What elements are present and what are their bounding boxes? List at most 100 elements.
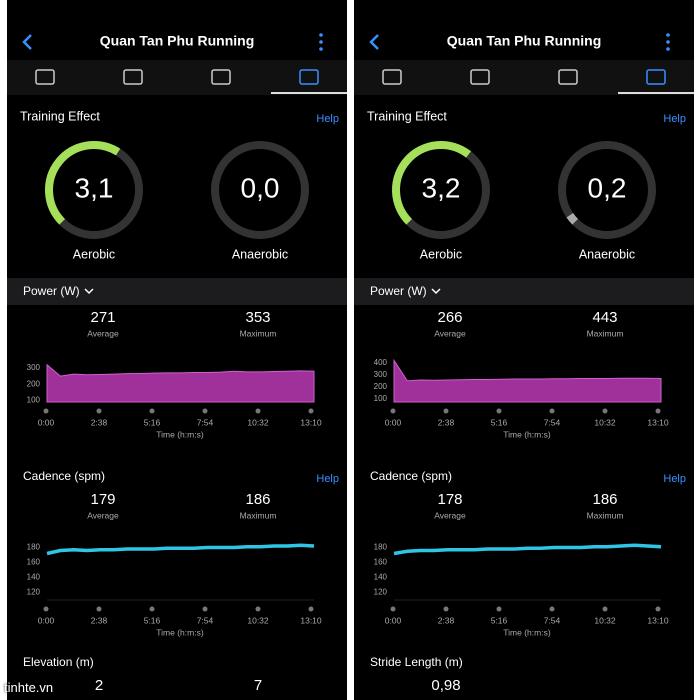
x-tick	[496, 408, 502, 414]
section-title: Elevation (m)	[23, 655, 94, 669]
stat-value: 443	[592, 309, 617, 326]
tab-icon[interactable]	[35, 69, 55, 85]
stat-value: 186	[245, 491, 270, 508]
more-menu[interactable]	[666, 40, 670, 44]
tab-icon[interactable]	[382, 69, 402, 85]
more-menu[interactable]	[319, 47, 323, 51]
section-dropdown[interactable]: Power (W)	[23, 284, 80, 298]
tab-icon[interactable]	[211, 69, 231, 85]
y-tick-label: 140	[374, 573, 388, 582]
tab-indicator	[271, 92, 347, 94]
tab-bar	[354, 60, 694, 95]
x-tick-label: 0:00	[38, 417, 55, 427]
dropdown-chevron[interactable]	[84, 288, 94, 295]
stat-label: Maximum	[587, 510, 624, 520]
gauge-track	[558, 141, 656, 239]
x-tick	[202, 408, 208, 414]
section-title: Cadence (spm)	[370, 469, 452, 483]
stat-label: Average	[87, 510, 119, 520]
y-tick-label: 180	[374, 543, 388, 552]
x-tick-label: 2:38	[438, 417, 455, 427]
help-link[interactable]: Help	[663, 113, 686, 125]
stat-value: 179	[90, 491, 115, 508]
x-tick	[96, 606, 102, 612]
tab-indicator	[618, 92, 694, 94]
back-button[interactable]	[369, 34, 379, 50]
x-tick	[496, 606, 502, 612]
stat-value: 2	[95, 677, 103, 694]
y-tick-label: 400	[374, 358, 388, 367]
section-title: Training Effect	[20, 109, 100, 123]
x-tick-label: 13:10	[300, 417, 322, 427]
help-link[interactable]: Help	[316, 113, 339, 125]
gauge-label: Anaerobic	[232, 247, 288, 261]
section-title: Training Effect	[367, 109, 447, 123]
x-tick-label: 13:10	[300, 615, 322, 625]
phone-screen: Quan Tan Phu Running Training Effect Help 3…	[7, 0, 347, 700]
y-tick-label: 180	[27, 543, 41, 552]
y-tick-label: 160	[374, 558, 388, 567]
y-tick-label: 120	[374, 588, 388, 597]
x-tick-label: 10:32	[247, 417, 269, 427]
x-axis-label: Time (h:m:s)	[503, 429, 551, 439]
x-tick	[255, 408, 261, 414]
tab-icon[interactable]	[123, 69, 143, 85]
stat-label: Average	[434, 328, 466, 338]
stat-label: Average	[434, 510, 466, 520]
x-tick	[443, 606, 449, 612]
section-dropdown[interactable]: Power (W)	[370, 284, 427, 298]
stat-value: 271	[90, 309, 115, 326]
more-menu[interactable]	[666, 33, 670, 37]
more-menu[interactable]	[666, 47, 670, 51]
section-title: Stride Length (m)	[370, 655, 463, 669]
x-axis-label: Time (h:m:s)	[156, 627, 204, 637]
section-header	[354, 278, 694, 305]
x-tick	[549, 606, 555, 612]
x-tick	[255, 606, 261, 612]
gauge-arc	[566, 212, 579, 225]
x-tick	[308, 606, 314, 612]
gauge-label: Aerobic	[420, 247, 462, 261]
gauge-value: 0,0	[241, 172, 280, 203]
x-tick	[308, 408, 314, 414]
x-axis-label: Time (h:m:s)	[503, 627, 551, 637]
x-tick-label: 10:32	[247, 615, 269, 625]
dropdown-chevron[interactable]	[431, 288, 441, 295]
back-button[interactable]	[22, 34, 32, 50]
x-tick-label: 5:16	[491, 615, 508, 625]
x-axis-label: Time (h:m:s)	[156, 429, 204, 439]
more-menu[interactable]	[319, 40, 323, 44]
y-tick-label: 300	[374, 370, 388, 379]
x-tick-label: 5:16	[491, 417, 508, 427]
tab-icon[interactable]	[558, 69, 578, 85]
tab-icon[interactable]	[299, 69, 319, 85]
x-tick-label: 0:00	[385, 417, 402, 427]
x-tick-label: 13:10	[647, 615, 669, 625]
x-tick-label: 7:54	[544, 417, 561, 427]
x-tick	[655, 408, 661, 414]
section-title: Cadence (spm)	[23, 469, 105, 483]
gauge-label: Anaerobic	[579, 247, 635, 261]
screen-title: Quan Tan Phu Running	[447, 33, 602, 49]
stat-value: 266	[437, 309, 462, 326]
y-tick-label: 300	[27, 363, 41, 372]
gauge-arc	[45, 141, 121, 225]
x-tick-label: 2:38	[91, 417, 108, 427]
tab-icon[interactable]	[470, 69, 490, 85]
gauge-arc	[392, 141, 472, 225]
x-tick	[149, 606, 155, 612]
x-tick	[149, 408, 155, 414]
help-link[interactable]: Help	[663, 473, 686, 485]
help-link[interactable]: Help	[316, 473, 339, 485]
x-tick-label: 10:32	[594, 615, 616, 625]
x-tick-label: 2:38	[91, 615, 108, 625]
gauge-value: 3,2	[422, 172, 461, 203]
stat-value: 7	[254, 677, 262, 694]
x-tick	[202, 606, 208, 612]
stat-value: 186	[592, 491, 617, 508]
background	[354, 0, 694, 700]
tab-icon[interactable]	[646, 69, 666, 85]
x-tick-label: 7:54	[197, 615, 214, 625]
more-menu[interactable]	[319, 33, 323, 37]
